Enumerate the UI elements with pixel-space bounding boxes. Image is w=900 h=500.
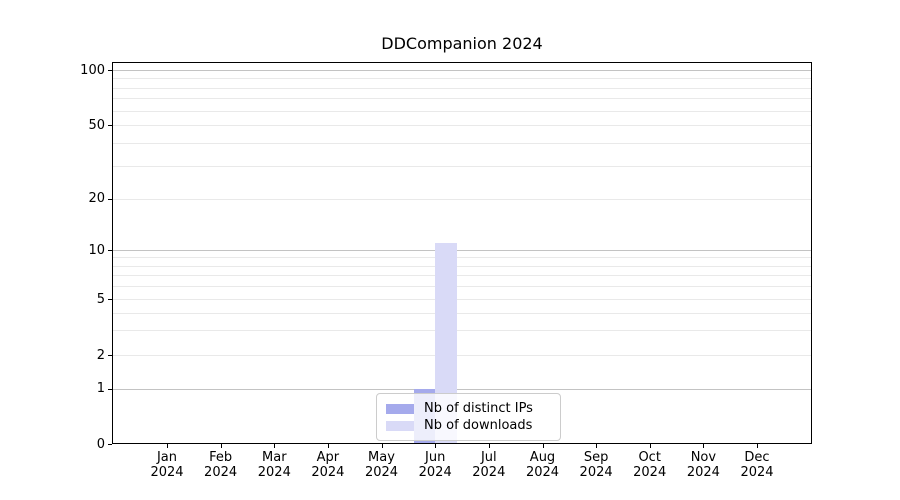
gridline-major — [113, 250, 811, 251]
gridline-minor — [113, 312, 811, 314]
legend: Nb of distinct IPs Nb of downloads — [376, 393, 561, 441]
y-axis-tick-label: 100 — [80, 62, 105, 78]
gridline-minor — [113, 265, 811, 267]
legend-label: Nb of downloads — [424, 418, 533, 433]
gridline-minor — [113, 142, 811, 144]
x-axis-tick-label: Aug 2024 — [525, 450, 560, 480]
x-axis-tick-label: Jul 2024 — [472, 450, 506, 480]
y-axis-tick-label: 50 — [88, 117, 105, 133]
y-axis-tick-label: 2 — [96, 347, 105, 363]
x-axis-tick-mark — [381, 444, 383, 448]
legend-color-swatch — [386, 420, 414, 431]
chart-title: DDCompanion 2024 — [381, 34, 543, 53]
x-axis-tick-label: Apr 2024 — [311, 450, 345, 480]
gridline-minor — [113, 110, 811, 112]
y-axis-tick-label: 20 — [88, 191, 105, 206]
x-axis-tick-mark — [757, 444, 758, 448]
y-axis-tick-mark — [108, 198, 112, 200]
x-axis-tick-label: Oct 2024 — [633, 450, 667, 480]
x-axis-tick-mark — [220, 444, 222, 448]
gridline-minor — [113, 275, 811, 277]
gridline-minor — [113, 125, 811, 126]
x-axis-tick-mark — [435, 444, 437, 448]
x-axis-tick-mark — [327, 444, 329, 448]
gridline-minor — [113, 98, 811, 100]
gridline-minor — [113, 87, 811, 89]
legend-entry: Nb of downloads — [386, 417, 551, 434]
legend-entry: Nb of distinct IPs — [386, 400, 551, 417]
x-axis-tick-mark — [488, 444, 490, 448]
gridline-minor — [113, 330, 811, 332]
gridline-minor — [113, 198, 811, 200]
y-axis-tick-label: 0 — [96, 436, 105, 452]
legend-label: Nb of distinct IPs — [424, 401, 533, 416]
legend-color-swatch — [386, 403, 414, 414]
x-axis-tick-label: Sep 2024 — [579, 450, 613, 480]
x-axis-tick-label: Feb 2024 — [204, 450, 238, 480]
gridline-minor — [113, 78, 811, 80]
x-axis-tick-mark — [596, 444, 598, 448]
gridline-minor — [113, 286, 811, 288]
gridline-major — [113, 70, 811, 71]
x-axis-tick-mark — [703, 444, 705, 448]
x-axis-tick-label: Dec 2024 — [740, 450, 774, 480]
x-axis-tick-label: Nov 2024 — [686, 450, 720, 480]
x-axis-tick-mark — [167, 444, 168, 448]
y-axis-tick-mark — [108, 388, 112, 390]
plot-border — [112, 62, 812, 444]
y-axis-tick-mark — [108, 444, 112, 445]
gridline-major — [113, 388, 811, 390]
y-axis-tick-mark — [108, 250, 112, 251]
gridline-minor — [113, 257, 811, 259]
y-axis-tick-mark — [108, 125, 112, 126]
x-axis-tick-mark — [649, 444, 651, 448]
x-axis-tick-mark — [274, 444, 276, 448]
x-axis-tick-mark — [542, 444, 544, 448]
gridline-minor — [113, 299, 811, 300]
y-axis-tick-mark — [108, 355, 112, 356]
y-axis-tick-label: 1 — [96, 381, 105, 396]
gridline-minor — [113, 166, 811, 167]
x-axis-tick-label: Jun 2024 — [418, 450, 452, 480]
x-axis-tick-label: Jan 2024 — [150, 450, 184, 480]
x-axis-tick-label: Mar 2024 — [257, 450, 291, 480]
y-axis-tick-mark — [108, 70, 112, 71]
y-axis-tick-mark — [108, 299, 112, 300]
y-axis-tick-label: 5 — [96, 291, 105, 307]
x-axis-tick-label: May 2024 — [364, 450, 399, 480]
gridline-minor — [113, 355, 811, 356]
y-axis-tick-label: 10 — [88, 242, 105, 258]
